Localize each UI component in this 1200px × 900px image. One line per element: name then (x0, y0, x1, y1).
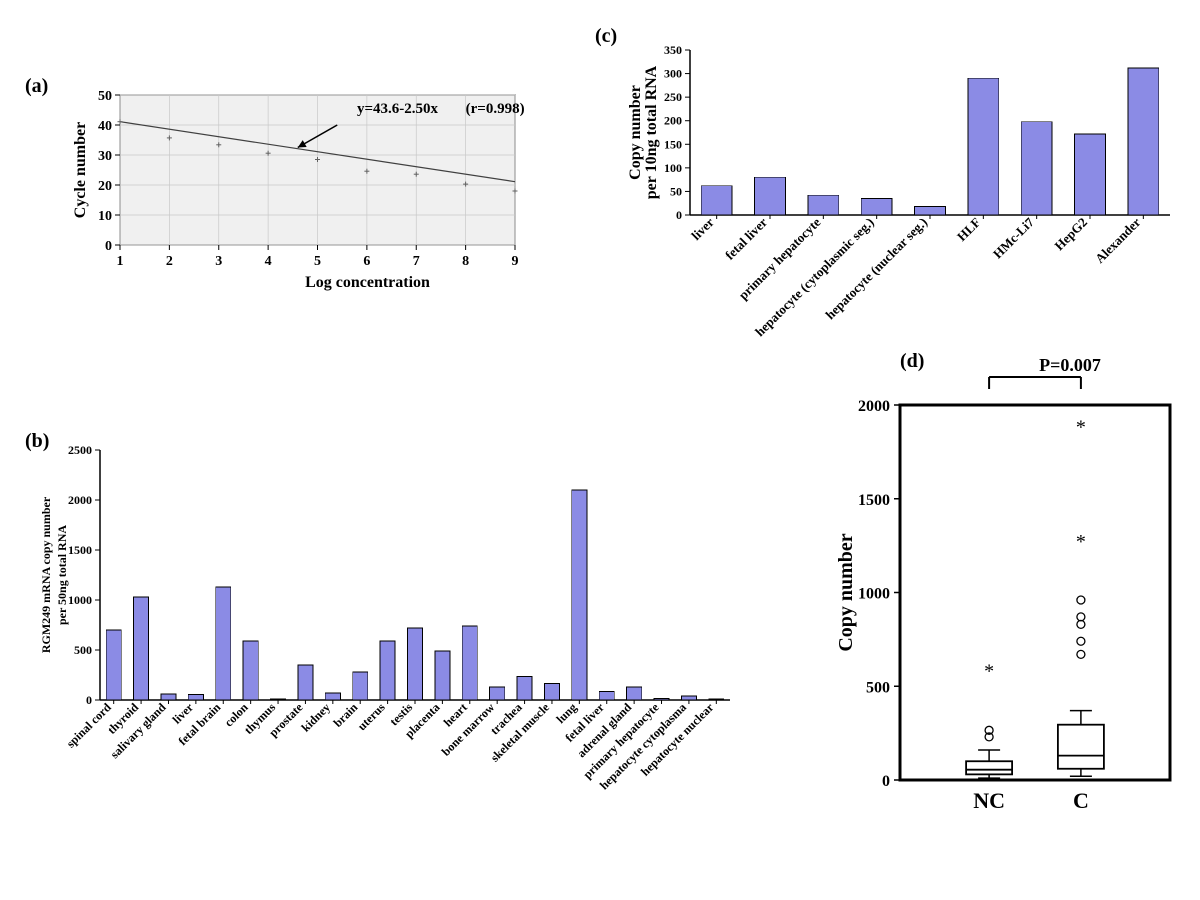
svg-text:1500: 1500 (68, 543, 92, 557)
svg-text:150: 150 (664, 137, 682, 151)
svg-text:5: 5 (314, 254, 321, 269)
svg-text:*: * (1076, 417, 1086, 439)
svg-text:50: 50 (670, 184, 682, 198)
svg-text:0: 0 (86, 693, 92, 707)
svg-text:3: 3 (215, 254, 222, 269)
svg-text:(r=0.998): (r=0.998) (466, 101, 525, 117)
svg-text:*: * (984, 660, 994, 682)
svg-text:40: 40 (98, 119, 112, 134)
svg-text:500: 500 (866, 679, 890, 696)
svg-text:1000: 1000 (858, 586, 890, 603)
svg-text:1000: 1000 (68, 593, 92, 607)
svg-text:0: 0 (676, 208, 682, 222)
svg-text:1: 1 (117, 254, 124, 269)
svg-text:2000: 2000 (858, 398, 890, 415)
svg-text:50: 50 (98, 89, 112, 104)
svg-text:liver: liver (688, 214, 717, 243)
svg-text:Cycle number: Cycle number (72, 122, 89, 218)
svg-text:2000: 2000 (68, 493, 92, 507)
svg-text:100: 100 (664, 161, 682, 175)
cell-line-expression-chart: 050100150200250300350liverfetal liverpri… (625, 40, 1185, 340)
svg-text:0: 0 (105, 239, 112, 254)
svg-text:P=0.007: P=0.007 (1039, 355, 1101, 375)
svg-text:500: 500 (74, 643, 92, 657)
svg-text:*: * (1076, 531, 1086, 553)
svg-text:Log concentration: Log concentration (305, 274, 430, 291)
svg-text:NC: NC (973, 788, 1005, 813)
svg-text:300: 300 (664, 67, 682, 81)
svg-text:8: 8 (462, 254, 469, 269)
svg-text:30: 30 (98, 149, 112, 164)
svg-text:Copy number: Copy number (835, 533, 857, 651)
panel-c-label: (c) (595, 25, 617, 48)
svg-text:350: 350 (664, 43, 682, 57)
svg-text:200: 200 (664, 114, 682, 128)
svg-text:C: C (1073, 788, 1089, 813)
svg-text:per 50ng total RNA: per 50ng total RNA (55, 525, 69, 625)
svg-text:RGM249 mRNA copy number: RGM249 mRNA copy number (39, 496, 53, 653)
svg-text:uterus: uterus (355, 700, 388, 733)
nc-c-boxplot: 0 500 1000 1500 2000 P=0.007 * NC * * C Copy number (830, 350, 1190, 850)
svg-text:2500: 2500 (68, 443, 92, 457)
svg-text:fetal liver: fetal liver (722, 214, 770, 262)
svg-text:0: 0 (882, 773, 890, 790)
svg-text:HMc-Li7: HMc-Li7 (990, 214, 1037, 261)
svg-text:Alexander: Alexander (1092, 214, 1144, 266)
svg-text:9: 9 (512, 254, 519, 269)
tissue-expression-chart: 05001000150020002500spinal cordthyroidsa… (35, 425, 735, 845)
svg-text:hepatocyte (nuclear seg.): hepatocyte (nuclear seg.) (822, 215, 930, 323)
svg-text:Copy number: Copy number (627, 85, 644, 180)
svg-text:7: 7 (413, 254, 420, 269)
svg-text:2: 2 (166, 254, 173, 269)
svg-text:kidney: kidney (299, 700, 333, 734)
svg-text:HepG2: HepG2 (1051, 215, 1090, 254)
svg-text:1500: 1500 (858, 492, 890, 509)
panel-a-label: (a) (25, 75, 48, 98)
svg-text:20: 20 (98, 179, 112, 194)
svg-text:HLF: HLF (954, 214, 984, 244)
svg-text:10: 10 (98, 209, 112, 224)
svg-text:4: 4 (265, 254, 272, 269)
standard-curve-chart: 1 2 3 4 5 6 7 8 9 0 10 20 30 40 50 y=43.6-2.50x (r=0.998… (65, 75, 535, 305)
svg-text:6: 6 (363, 254, 370, 269)
svg-text:250: 250 (664, 90, 682, 104)
svg-text:y=43.6-2.50x: y=43.6-2.50x (357, 101, 439, 117)
svg-text:per 10ng total RNA: per 10ng total RNA (643, 65, 660, 199)
